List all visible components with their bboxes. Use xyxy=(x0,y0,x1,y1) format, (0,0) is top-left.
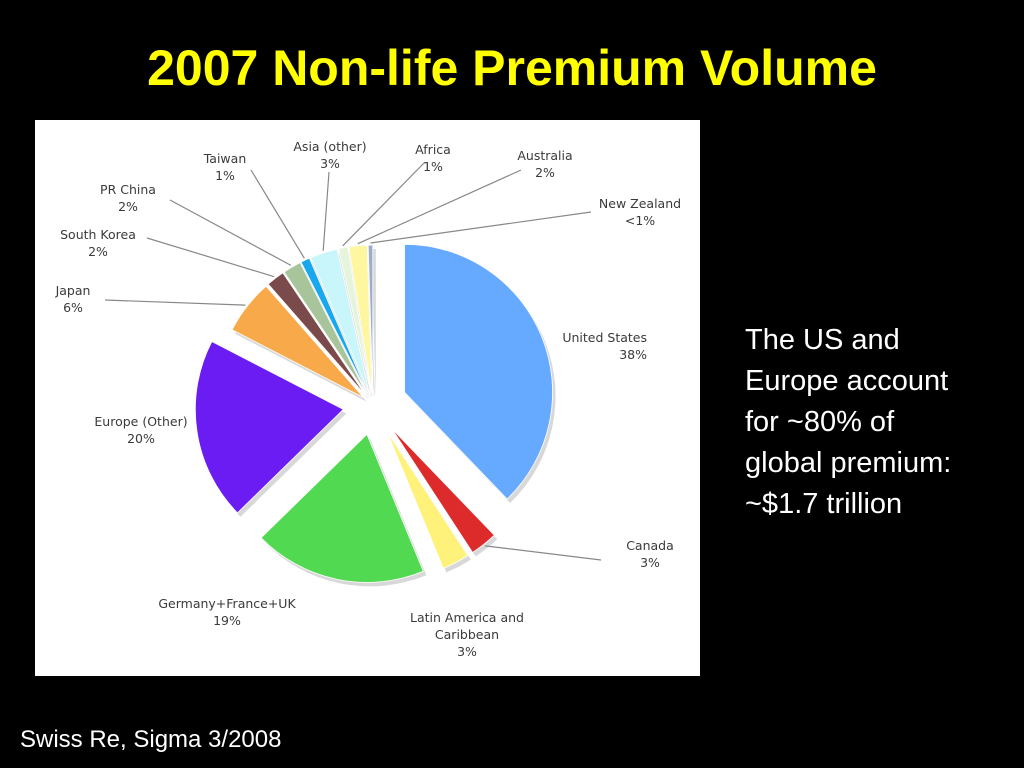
source-citation: Swiss Re, Sigma 3/2008 xyxy=(20,726,282,753)
slice-label: Australia 2% xyxy=(517,148,572,180)
leader-line xyxy=(146,237,275,278)
pie-slice-latin-america-and-caribbean xyxy=(386,431,469,569)
leader-line xyxy=(169,199,292,266)
summary-note-line: for ~80% of xyxy=(745,406,895,438)
pie-slice-canada xyxy=(391,428,495,553)
pie-slice-taiwan xyxy=(300,257,369,395)
pie-slice-new-zealand xyxy=(367,244,374,394)
slice-label: Latin America and Caribbean 3% xyxy=(410,610,524,659)
slice-label: New Zealand <1% xyxy=(599,196,681,228)
summary-note-line: Europe account xyxy=(745,365,949,397)
pie-slice-united-states xyxy=(404,243,553,500)
summary-note-line: global premium: xyxy=(745,447,952,479)
summary-note-line: ~$1.7 trillion xyxy=(745,488,903,520)
slice-label: Europe (Other) 20% xyxy=(94,414,187,446)
slice-label: Canada 3% xyxy=(626,538,674,570)
pie-slice-japan xyxy=(231,285,364,398)
leader-line xyxy=(104,299,246,306)
pie-chart-panel: United States 38% Canada 3% Latin America an… xyxy=(35,120,700,676)
leader-line xyxy=(357,169,522,245)
leader-line xyxy=(370,211,592,244)
slice-label: Asia (other) 3% xyxy=(293,139,366,171)
slice-label: Japan 6% xyxy=(55,283,91,315)
pie-slice-asia-other- xyxy=(310,248,370,394)
slice-label: Taiwan 1% xyxy=(203,151,247,183)
pie-slice-europe-other- xyxy=(194,340,345,514)
summary-note: The US and Europe account for ~80% of gl… xyxy=(745,320,1015,525)
leader-line xyxy=(342,161,426,247)
slice-label: South Korea 2% xyxy=(60,227,136,259)
slice-label: PR China 2% xyxy=(100,182,156,214)
leader-line xyxy=(322,171,330,251)
slice-label: United States 38% xyxy=(562,330,647,362)
slide-title: 2007 Non-life Premium Volume xyxy=(147,40,877,96)
pie-slice-south-korea xyxy=(267,272,367,396)
slice-label: Germany+France+UK 19% xyxy=(158,596,296,628)
pie-slice-africa xyxy=(338,246,372,394)
pie-slice-germany-france-uk xyxy=(260,433,424,583)
leader-line xyxy=(484,545,602,561)
summary-note-line: The US and xyxy=(745,324,900,356)
slice-label: Africa 1% xyxy=(415,142,451,174)
leader-line xyxy=(250,169,305,259)
pie-chart: United States 38% Canada 3% Latin America an… xyxy=(55,139,682,659)
pie-slice-australia xyxy=(348,244,373,394)
pie-slice-pr-china xyxy=(283,262,368,395)
